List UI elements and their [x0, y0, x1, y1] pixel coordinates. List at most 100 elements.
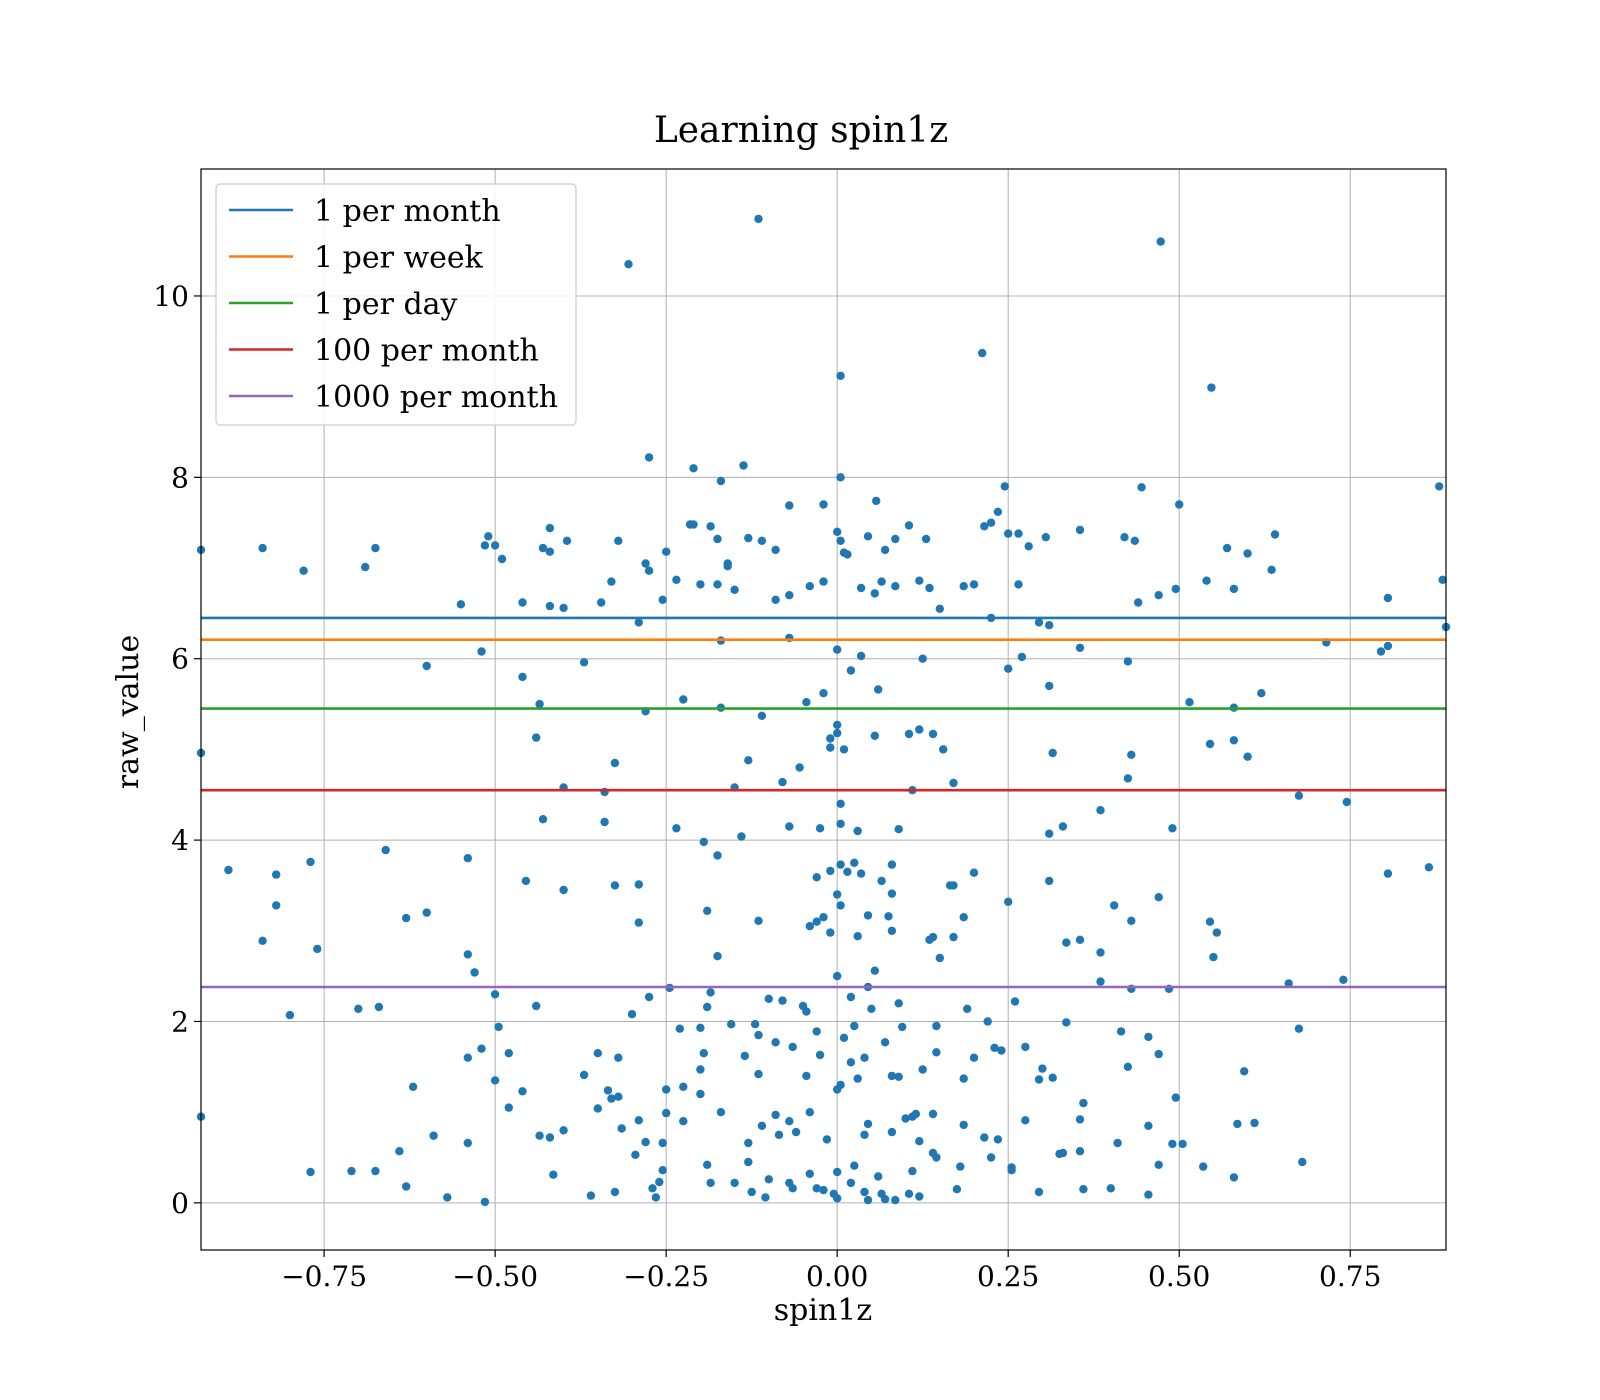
- scatter-point: [1062, 938, 1071, 947]
- scatter-point: [935, 604, 944, 613]
- scatter-point: [579, 1070, 589, 1080]
- scatter-point: [1257, 689, 1266, 698]
- legend-entry: 1 per month: [314, 194, 501, 229]
- scatter-point: [836, 860, 845, 869]
- scatter-point: [747, 1187, 756, 1197]
- scatter-point: [703, 1160, 712, 1170]
- scatter-point: [1038, 1064, 1047, 1073]
- scatter-point: [696, 1089, 705, 1099]
- scatter-point: [1110, 901, 1119, 910]
- scatter-point: [894, 1072, 903, 1082]
- scatter-point: [545, 547, 555, 556]
- scatter-point: [470, 968, 479, 977]
- scatter-point: [1010, 997, 1020, 1006]
- scatter-point: [750, 1019, 760, 1029]
- scatter-point: [559, 885, 568, 895]
- data-points: [196, 214, 1451, 1207]
- x-tick-label: 0.00: [806, 1260, 868, 1293]
- scatter-point: [607, 1094, 616, 1103]
- scatter-point: [713, 534, 722, 544]
- scatter-point: [822, 1135, 832, 1144]
- scatter-point: [846, 1178, 856, 1188]
- scatter-point: [535, 699, 544, 709]
- scatter-point: [285, 1010, 295, 1020]
- scatter-point: [853, 1074, 862, 1083]
- scatter-point: [1294, 791, 1304, 800]
- scatter-point: [593, 1049, 602, 1058]
- scatter-point: [730, 585, 739, 594]
- scatter-point: [1123, 1062, 1133, 1072]
- scatter-point: [651, 1193, 661, 1202]
- scatter-point: [727, 1019, 736, 1029]
- scatter-point: [545, 1133, 555, 1142]
- scatter-point: [1175, 500, 1184, 509]
- scatter-point: [932, 1021, 941, 1031]
- scatter-point: [771, 1038, 780, 1047]
- scatter-point: [607, 577, 616, 586]
- scatter-point: [456, 600, 466, 609]
- scatter-point: [993, 507, 1003, 516]
- scatter-point: [928, 1109, 938, 1119]
- scatter-point: [306, 857, 315, 867]
- scatter-point: [1075, 643, 1085, 652]
- scatter-point: [1185, 698, 1194, 707]
- scatter-point: [1383, 869, 1393, 878]
- scatter-point: [980, 1133, 989, 1142]
- y-tick-label: 0: [171, 1187, 189, 1220]
- scatter-point: [490, 541, 500, 550]
- scatter-point: [1048, 1073, 1057, 1082]
- scatter-point: [490, 990, 500, 999]
- scatter-point: [805, 1169, 814, 1179]
- scatter-point: [898, 1022, 907, 1032]
- scatter-point: [778, 777, 787, 787]
- scatter-point: [771, 595, 780, 604]
- scatter-point: [477, 647, 486, 656]
- scatter-point: [641, 1137, 650, 1147]
- scatter-point: [918, 1065, 927, 1074]
- scatter-point: [833, 1194, 842, 1203]
- scatter-point: [1034, 1075, 1044, 1084]
- legend-entry: 100 per month: [314, 334, 539, 369]
- scatter-point: [802, 698, 811, 707]
- scatter-point: [1243, 549, 1252, 558]
- scatter-point: [703, 1002, 712, 1012]
- scatter-point: [826, 743, 835, 752]
- scatter-point: [429, 1131, 438, 1140]
- scatter-point: [1212, 928, 1222, 937]
- scatter-point: [696, 1065, 705, 1074]
- y-tick-label: 8: [171, 461, 189, 494]
- scatter-point: [819, 577, 828, 586]
- scatter-point: [802, 1071, 811, 1081]
- scatter-point: [826, 928, 835, 937]
- scatter-point: [935, 953, 944, 963]
- scatter-point: [887, 860, 897, 869]
- scatter-point: [805, 922, 814, 931]
- scatter-point: [833, 645, 842, 654]
- scatter-point: [833, 527, 842, 536]
- scatter-point: [1250, 1118, 1259, 1128]
- scatter-point: [739, 461, 748, 470]
- scatter-point: [887, 1071, 897, 1081]
- scatter-point: [836, 901, 845, 910]
- scatter-point: [850, 1161, 859, 1170]
- scatter-point: [908, 1166, 917, 1176]
- scatter-point: [754, 1030, 763, 1040]
- scatter-point: [662, 547, 671, 556]
- scatter-point: [836, 819, 845, 828]
- x-tick-label: 0.50: [1148, 1260, 1210, 1293]
- scatter-point: [1130, 536, 1140, 545]
- scatter-point: [833, 720, 842, 730]
- scatter-point: [887, 1127, 897, 1137]
- scatter-point: [1229, 1173, 1239, 1182]
- scatter-point: [963, 1004, 972, 1013]
- scatter-point: [836, 473, 845, 482]
- scatter-point: [1435, 482, 1444, 491]
- scatter-point: [812, 1184, 821, 1193]
- scatter-point: [614, 1092, 623, 1101]
- scatter-point: [504, 1103, 513, 1112]
- scatter-point: [833, 1167, 842, 1177]
- scatter-point: [381, 845, 390, 855]
- scatter-point: [771, 1110, 780, 1120]
- scatter-point: [802, 1007, 811, 1016]
- scatter-point: [1034, 1187, 1044, 1197]
